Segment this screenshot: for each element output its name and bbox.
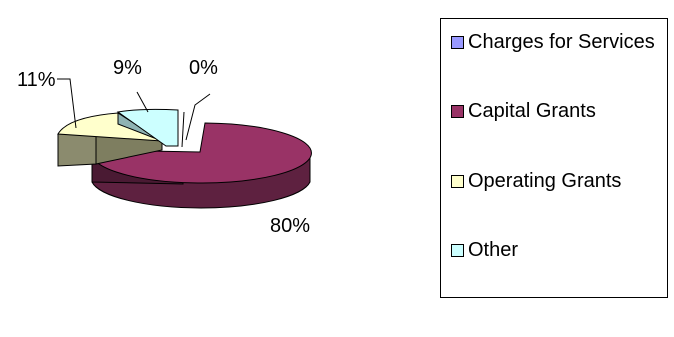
slice-other xyxy=(116,108,179,147)
data-label-capital-grants: 80% xyxy=(270,215,310,237)
legend-label: Operating Grants xyxy=(468,170,622,192)
slice-operating-grants xyxy=(57,112,163,142)
legend-item-operating-grants: Operating Grants xyxy=(451,168,668,194)
legend-label: Other xyxy=(468,239,519,261)
leader-line-charges-for-services xyxy=(185,93,211,141)
legend-label: Charges for Services xyxy=(468,31,655,53)
leader-line-other xyxy=(136,91,149,113)
legend-swatch xyxy=(451,105,464,118)
slice-charges-for-services xyxy=(181,111,185,148)
slice-capital-grants xyxy=(90,122,312,184)
legend-swatch xyxy=(451,244,464,257)
data-label-other: 9% xyxy=(113,57,142,79)
legend-item-charges-for-services: Charges for Services xyxy=(451,29,668,55)
legend-swatch xyxy=(451,36,464,49)
legend-item-capital-grants: Capital Grants xyxy=(451,98,668,124)
data-label-operating-grants: 11% xyxy=(17,69,56,91)
legend-item-other: Other xyxy=(451,237,668,263)
legend-label: Capital Grants xyxy=(468,100,596,122)
leader-line-operating-grants xyxy=(57,78,77,129)
legend-swatch xyxy=(451,175,464,188)
slice-side-operating-grants xyxy=(57,131,97,167)
legend: Charges for Services Capital Grants Oper… xyxy=(440,18,668,298)
data-label-charges-for-services: 0% xyxy=(189,57,218,79)
